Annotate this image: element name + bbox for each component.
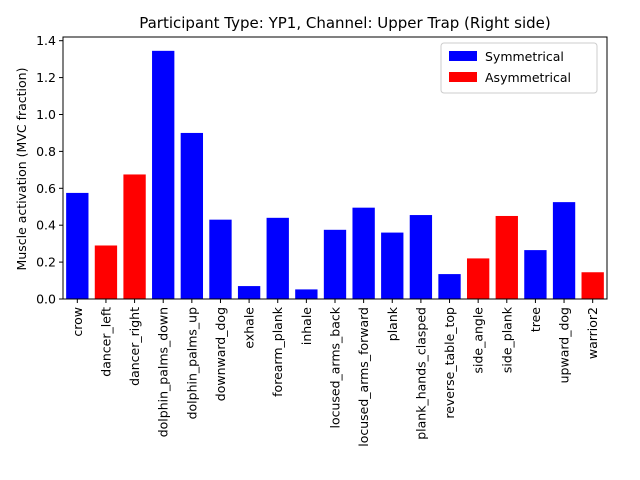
y-tick-label: 0.4 <box>36 218 56 233</box>
bar-locused_arms_back <box>323 229 347 299</box>
chart-title: Participant Type: YP1, Channel: Upper Tr… <box>139 14 551 32</box>
x-tick-label: dancer_left <box>98 307 113 377</box>
x-tick-label: crow <box>70 307 85 337</box>
x-tick-label: locused_arms_forward <box>356 307 371 447</box>
x-tick-label: forearm_plank <box>270 306 285 397</box>
y-tick-label: 0.6 <box>36 181 56 196</box>
x-axis-ticks: crow dancer_left dancer_right dolphin_palms… <box>70 299 600 447</box>
x-tick-label: tree <box>528 307 543 332</box>
x-tick-label: upward_dog <box>557 307 572 383</box>
x-tick-label: side_plank <box>499 306 514 373</box>
bar-reverse_table_top <box>438 274 461 299</box>
bar-dancer_left <box>94 245 118 299</box>
bar-inhale <box>295 289 318 299</box>
legend: Symmetrical Asymmetrical <box>440 42 598 94</box>
bar-dolphin_palms_up <box>180 132 204 299</box>
bar-dancer_right <box>123 174 146 299</box>
y-tick-label: 0.0 <box>36 292 56 307</box>
x-tick-label: locused_arms_back <box>328 306 343 428</box>
bar-exhale <box>237 286 261 299</box>
bar-crow <box>66 192 89 299</box>
x-tick-label: dolphin_palms_down <box>156 307 171 437</box>
y-tick-label: 1.0 <box>36 107 56 122</box>
bar-side_plank <box>495 215 518 299</box>
y-tick-label: 1.2 <box>36 70 56 85</box>
y-tick-label: 0.8 <box>36 144 56 159</box>
x-tick-label: exhale <box>242 307 257 349</box>
bar-warrior2 <box>581 272 604 299</box>
bar-tree <box>524 250 547 299</box>
bar-dolphin_palms_down <box>152 50 175 300</box>
bar-plank <box>381 232 404 299</box>
x-tick-label: inhale <box>299 307 314 345</box>
bar-side_angle <box>466 258 490 299</box>
y-axis-label: Muscle activation (MVC fraction) <box>14 68 29 271</box>
bars <box>66 50 604 300</box>
y-tick-label: 0.2 <box>36 255 56 270</box>
legend-swatch-symmetrical <box>449 51 477 61</box>
x-tick-label: dolphin_palms_up <box>184 307 199 419</box>
bar-upward_dog <box>552 202 576 299</box>
bar-locused_arms_forward <box>352 207 375 299</box>
x-tick-label: downward_dog <box>213 307 228 401</box>
legend-swatch-asymmetrical <box>449 72 477 82</box>
x-tick-label: side_angle <box>471 307 486 374</box>
axes-frame <box>62 36 608 300</box>
x-tick-label: dancer_right <box>127 307 142 386</box>
bar-forearm_plank <box>266 217 289 299</box>
legend-box <box>440 42 598 94</box>
plot-frame <box>62 36 608 300</box>
bar-downward_dog <box>209 219 232 299</box>
x-tick-label: plank <box>385 306 400 341</box>
x-tick-label: warrior2 <box>585 307 600 359</box>
legend-label-symmetrical: Symmetrical <box>485 49 564 64</box>
x-tick-label: reverse_table_top <box>442 307 457 419</box>
legend-label-asymmetrical: Asymmetrical <box>485 70 571 85</box>
y-tick-label: 1.4 <box>36 33 56 48</box>
x-tick-label: plank_hands_clasped <box>413 307 428 440</box>
y-axis-ticks: 0.0 0.2 0.4 0.6 0.8 1.0 1.2 1.4 <box>36 33 63 307</box>
bar-plank_hands_clasped <box>409 215 433 299</box>
